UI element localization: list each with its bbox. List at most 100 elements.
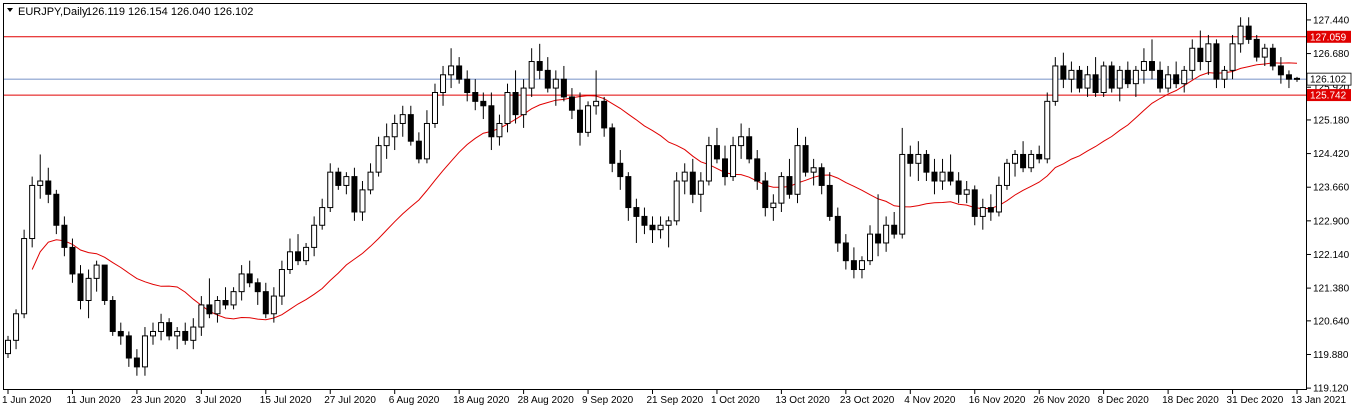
candle <box>585 101 592 137</box>
candle <box>1148 39 1155 80</box>
candle <box>166 318 173 341</box>
candle <box>254 278 261 305</box>
candle <box>746 127 753 164</box>
candle <box>141 327 148 376</box>
candle <box>1020 141 1027 173</box>
candles-layer <box>5 17 1300 376</box>
candle-body <box>560 78 567 98</box>
candle <box>689 158 696 204</box>
candle-body <box>1229 43 1236 71</box>
candle-body <box>955 180 962 195</box>
candle <box>1060 52 1067 89</box>
time-axis[interactable]: 1 Jun 2020 11 Jun 2020 23 Jun 2020 3 Jul 20… <box>2 389 1346 406</box>
candle-body <box>713 145 720 160</box>
candle <box>125 331 132 367</box>
candle <box>625 172 632 221</box>
candle-body <box>1132 69 1139 85</box>
y-tick-label: 127.440 <box>1313 15 1350 26</box>
candle-body <box>182 330 189 341</box>
candle-body <box>150 330 157 337</box>
candle <box>979 198 986 230</box>
candle-body <box>109 299 116 332</box>
candle-body <box>754 158 761 182</box>
candle <box>705 136 712 186</box>
candle-body <box>794 145 801 195</box>
candle-body <box>1124 69 1131 85</box>
candle-body <box>238 273 245 293</box>
candle <box>770 194 777 221</box>
candle-body <box>246 273 253 284</box>
candle <box>713 127 720 164</box>
y-tick-label: 124.420 <box>1313 149 1350 160</box>
candle-body <box>1277 65 1284 76</box>
candle <box>875 194 882 257</box>
candle-body <box>1285 74 1292 80</box>
candle-body <box>891 224 898 235</box>
candle <box>335 167 342 190</box>
candle <box>1165 65 1172 93</box>
candle-body <box>1197 47 1204 63</box>
candle <box>319 198 326 230</box>
candle-body <box>1237 25 1244 45</box>
candle-body <box>214 299 221 315</box>
candle-body <box>875 233 882 244</box>
candle-body <box>440 74 447 94</box>
candle-body <box>641 215 648 226</box>
candle <box>158 313 165 341</box>
candle-body <box>464 78 471 94</box>
candle-body <box>1060 65 1067 80</box>
candle <box>915 141 922 182</box>
candle <box>987 194 994 221</box>
candle-body <box>850 260 857 271</box>
candle <box>423 110 430 164</box>
candle-body <box>746 136 753 160</box>
candle-body <box>101 264 108 301</box>
x-tick-label: 18 Dec 2020 <box>1162 395 1219 406</box>
candle <box>963 181 970 204</box>
candle-body <box>1012 153 1019 164</box>
price-axis[interactable]: 127.440 126.680 125.920 125.180 124.420 123.6… <box>1306 15 1350 395</box>
candle <box>1116 65 1123 102</box>
candle <box>738 123 745 159</box>
candle-body <box>367 171 374 191</box>
candle <box>778 172 785 212</box>
candle-body <box>335 171 342 186</box>
candle <box>174 327 181 350</box>
candle-body <box>883 224 890 244</box>
level-price-tag: 125.742 <box>1310 91 1347 102</box>
candle <box>190 318 197 350</box>
candle <box>730 136 737 182</box>
candle-body <box>899 153 906 235</box>
candle-body <box>1052 65 1059 102</box>
candle-body <box>963 189 970 195</box>
candle <box>1084 65 1091 97</box>
symbol-menu-icon[interactable] <box>7 8 13 12</box>
candle-body <box>1221 69 1228 80</box>
x-tick-label: 3 Jul 2020 <box>195 395 242 406</box>
candle-body <box>585 105 592 133</box>
candle-body <box>665 220 672 226</box>
candle <box>270 287 277 323</box>
x-tick-label: 28 Aug 2020 <box>518 395 575 406</box>
candle <box>512 70 519 124</box>
candle <box>367 163 374 195</box>
candle <box>1092 57 1099 97</box>
candle-body <box>311 224 318 248</box>
candle <box>133 349 140 376</box>
candle <box>488 92 495 151</box>
candle <box>399 105 406 137</box>
candle <box>955 172 962 204</box>
y-tick-label: 119.120 <box>1313 384 1349 395</box>
candle <box>85 269 92 319</box>
chart-symbol-label: EURJPY,Daily <box>18 6 88 18</box>
candle-body <box>158 322 165 332</box>
candle <box>150 322 157 345</box>
candle <box>246 260 253 288</box>
y-tick-label: 122.140 <box>1313 250 1350 261</box>
candle-body <box>319 207 326 226</box>
candle <box>649 216 656 243</box>
candle-body <box>399 114 406 124</box>
candle <box>375 136 382 177</box>
